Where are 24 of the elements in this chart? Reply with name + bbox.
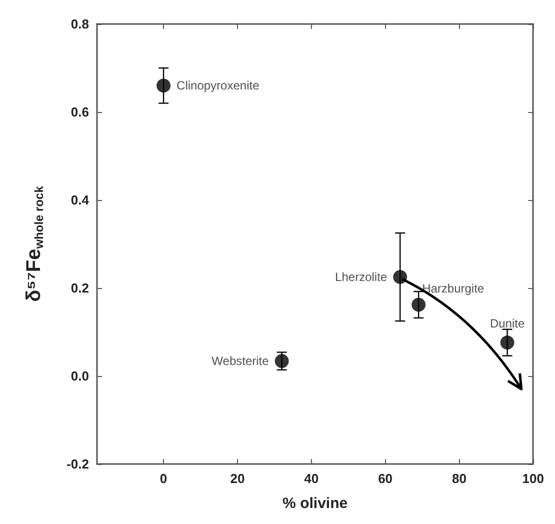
y-tick-label: 0.2 xyxy=(70,280,89,296)
x-tick-label: 80 xyxy=(452,471,466,486)
x-tick-label: 40 xyxy=(304,471,319,486)
y-axis-title: δ⁵⁷Fewhole rock xyxy=(23,186,46,302)
x-axis-title: % olivine xyxy=(282,495,348,512)
series-label: Lherzolite xyxy=(335,270,388,284)
series-label: Harzburgite xyxy=(422,281,484,296)
y-tick-label: 0.8 xyxy=(70,16,89,32)
x-tick-label: 0 xyxy=(160,471,168,486)
y-tick-label: 0.6 xyxy=(70,104,89,120)
y-tick-label: 0.4 xyxy=(70,192,90,208)
point xyxy=(274,354,289,368)
series-label: Dunite xyxy=(490,316,525,331)
series-label: Websterite xyxy=(212,354,270,368)
point xyxy=(393,270,408,284)
series-label: Clinopyroxenite xyxy=(176,78,260,93)
x-tick-label: 20 xyxy=(230,471,245,486)
point xyxy=(412,298,426,312)
point xyxy=(156,78,171,93)
y-tick-label: 0.0 xyxy=(70,368,89,384)
point xyxy=(500,336,514,350)
x-tick-label: 60 xyxy=(378,471,393,486)
y-tick-label: -0.2 xyxy=(66,456,89,472)
x-tick-label: 100 xyxy=(522,471,544,486)
